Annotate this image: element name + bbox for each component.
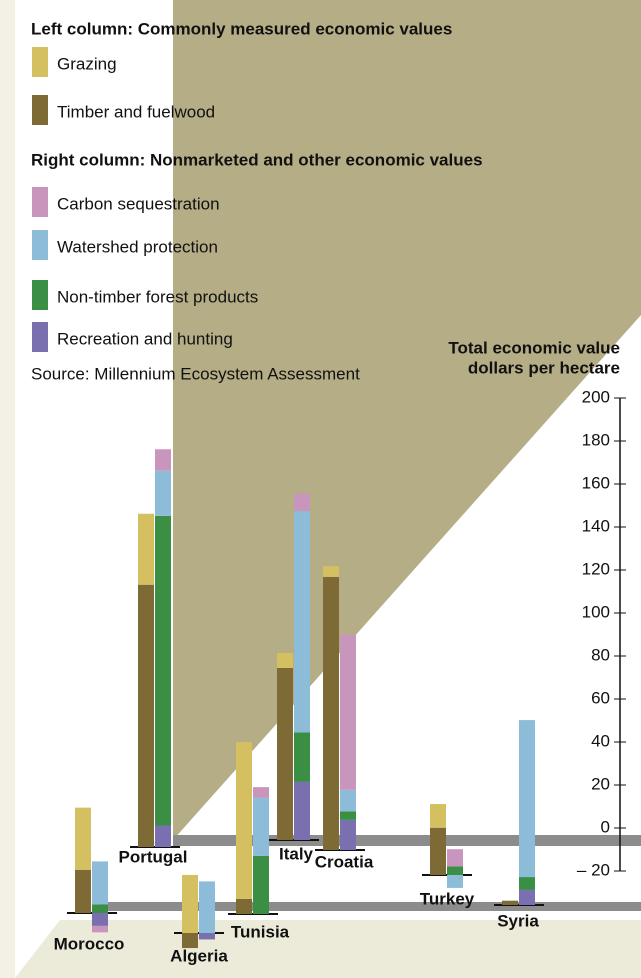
y-tick-label: 120 [582,559,610,578]
bar-segment [138,513,154,585]
bar-segment [340,635,356,790]
category-label: Turkey [420,889,475,908]
y-tick-label: 20 [591,774,610,793]
bar-segment [323,576,339,850]
legend-swatch [32,187,48,217]
y-tick-label: 60 [591,688,610,707]
bar-segment [430,804,446,828]
legend-swatch [32,280,48,310]
y-tick-label: 0 [601,817,610,836]
bar-segment [199,933,215,940]
bar-segment [277,668,293,840]
bar-segment [294,511,310,733]
bar-segment [92,904,108,913]
bar-segment [447,849,463,867]
category-label: Tunisia [231,922,290,941]
y-tick-label: 100 [582,602,610,621]
backdrop [173,0,641,840]
bar-segment [155,449,171,471]
y-tick-label: 40 [591,731,610,750]
bar-segment [92,861,108,905]
bar-segment [519,889,535,905]
source: Source: Millennium Ecosystem Assessment [31,364,360,383]
y-tick-label: 160 [582,473,610,492]
y-tick-label: 200 [582,387,610,406]
bar-segment [447,866,463,875]
bar-segment [182,874,198,933]
bar-segment [92,913,108,926]
axis-title: dollars per hectare [468,358,620,377]
bar-segment [294,781,310,840]
bar-segment [253,787,269,798]
category-label: Portugal [119,847,188,866]
category-label: Syria [497,911,539,930]
y-tick-label: – 20 [577,860,610,879]
category-label: Algeria [170,946,228,965]
legend-heading: Right column: Nonmarketed and other econ… [31,150,483,169]
category-label: Italy [279,844,314,863]
y-tick-label: 80 [591,645,610,664]
bar-segment [155,515,171,826]
bar-segment [340,819,356,850]
axis-title: Total economic value [448,338,620,357]
legend-label: Non-timber forest products [57,287,258,306]
legend-swatch [32,230,48,260]
bar-segment [138,584,154,847]
bar-segment [253,797,269,856]
legend-swatch [32,322,48,352]
bar-segment [519,877,535,890]
bar-segment [340,811,356,820]
legend-label: Recreation and hunting [57,329,233,348]
bar-segment [75,870,91,913]
legend-heading: Left column: Commonly measured economic … [31,19,452,38]
bar-segment [182,933,198,949]
bar-segment [430,827,446,875]
bar-segment [92,925,108,933]
legend-label: Grazing [57,54,117,73]
legend: Left column: Commonly measured economic … [31,19,483,352]
category-label: Croatia [315,852,374,871]
legend-label: Timber and fuelwood [57,102,215,121]
bar-segment [323,566,339,577]
y-tick-label: 180 [582,430,610,449]
bar-segment [155,825,171,847]
bar-segment [236,742,252,899]
bar-segment [253,855,269,914]
bar-segment [340,789,356,812]
legend-label: Carbon sequestration [57,194,220,213]
legend-swatch [32,95,48,125]
legend-swatch [32,47,48,77]
bar-segment [447,875,463,888]
bar-segment [277,652,293,668]
category-label: Morocco [54,934,125,953]
y-tick-label: 140 [582,516,610,535]
bar-segment [294,732,310,782]
bar-segment [155,470,171,516]
bar-segment [294,493,310,512]
bar-segment [199,881,215,933]
legend-label: Watershed protection [57,237,218,256]
bar-segment [519,720,535,878]
bar-segment [236,898,252,914]
bar-segment [502,900,518,905]
platform [100,902,641,911]
bar-segment [75,807,91,870]
floor [15,920,641,978]
